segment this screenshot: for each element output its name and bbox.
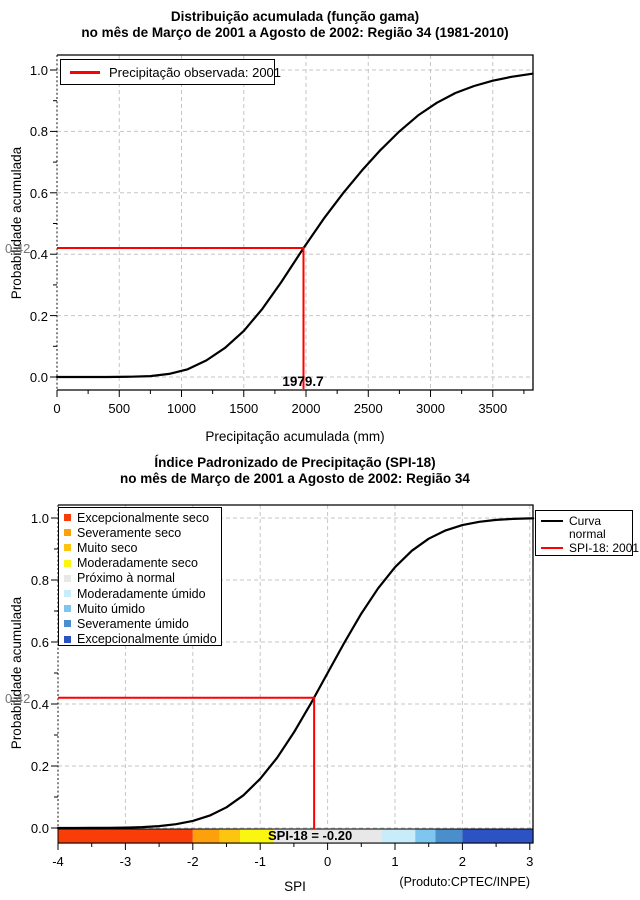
product-credit: (Produto:CPTEC/INPE) <box>399 875 530 889</box>
spi-curves-legend: Curva normal SPI-18: 2001 <box>535 510 639 556</box>
plot-frame <box>57 54 534 391</box>
observed-reference-line <box>57 247 305 389</box>
y-tick-label: 0.2 <box>30 759 49 774</box>
gamma-x-axis-title: Precipitação acumulada (mm) <box>205 429 385 444</box>
y-tick-label: 0.8 <box>29 124 48 140</box>
y-tick-label: 1.0 <box>29 63 48 78</box>
category-swatch <box>64 544 71 552</box>
x-tick-label: 3 <box>526 854 534 869</box>
legend-item: Excepcionalmente úmido <box>59 632 221 647</box>
x-tick-label: 1 <box>391 854 399 869</box>
spi-plot-title: Índice Padronizado de Precipitação (SPI-… <box>154 455 436 470</box>
spi-colorbar-segment <box>192 829 220 843</box>
category-swatch <box>64 514 71 522</box>
spi-colorbar-segment <box>435 829 463 843</box>
y-tick-label: 0.0 <box>30 821 49 836</box>
category-swatch <box>64 559 71 567</box>
category-label: Excepcionalmente úmido <box>77 632 217 647</box>
category-label: Muito úmido <box>77 601 146 616</box>
x-tick-label: -4 <box>52 854 64 869</box>
legend-spacer <box>541 533 563 535</box>
category-label: Muito seco <box>77 540 138 555</box>
x-tick-label: -3 <box>119 854 132 869</box>
legend-item: Curva <box>536 514 632 528</box>
legend-item: Severamente úmido <box>59 616 221 631</box>
category-swatch <box>64 635 71 643</box>
y-tick-label: 0.0 <box>29 370 48 385</box>
category-swatch <box>64 574 71 582</box>
category-label: Severamente seco <box>77 525 182 540</box>
observed-precipitation-line-sample <box>70 70 100 74</box>
category-label: Severamente úmido <box>77 616 189 631</box>
curve-legend-label: normal <box>569 527 606 542</box>
spi-colorbar-segment <box>415 829 436 843</box>
x-tick-label: 1500 <box>229 401 259 416</box>
spi-colorbar-segment <box>58 829 193 843</box>
x-tick-label: 500 <box>108 401 131 416</box>
x-tick-label: 1000 <box>167 401 196 416</box>
x-tick-label: -2 <box>187 854 199 869</box>
category-label: Moderadamente úmido <box>77 586 206 601</box>
legend-item: Excepcionalmente seco <box>59 510 221 525</box>
category-swatch <box>64 605 71 613</box>
curve-legend-label: Curva <box>569 513 602 528</box>
x-tick-label: 0 <box>53 401 61 416</box>
category-swatch <box>64 620 71 628</box>
spi-colorbar-segment <box>273 829 382 843</box>
x-tick-label: 3000 <box>416 401 445 416</box>
gamma-y-axis-title: Probabilidade acumulada <box>9 146 24 300</box>
y-tick-label: 0.2 <box>29 308 48 324</box>
gamma-precipitation-annotation: 1979.7 <box>282 374 324 389</box>
legend-item: SPI-18: 2001 <box>536 541 639 555</box>
legend-item: Muito úmido <box>59 601 221 616</box>
x-tick-label: 0 <box>323 854 332 869</box>
y-tick-label: 0.4 <box>29 247 48 263</box>
spi-category-legend: Excepcionalmente seco Severamente seco Mui… <box>58 507 222 646</box>
spi-y-axis-title: Probabilidade acumulada <box>9 596 24 750</box>
gamma-plot-title: Distribuição acumulada (função gama) <box>170 9 420 24</box>
spi-colorbar-segment <box>239 829 274 843</box>
y-tick-label: 1.0 <box>30 511 49 526</box>
category-label: Excepcionalmente seco <box>77 510 210 525</box>
category-swatch <box>64 529 71 537</box>
x-tick-label: 2000 <box>291 401 321 416</box>
legend-item: Moderadamente úmido <box>59 586 221 601</box>
observed-precipitation-legend-label: Precipitação observada: 2001 <box>109 64 282 80</box>
spi-plot-subtitle: no mês de Março de 2001 a Agosto de 2002… <box>120 471 470 486</box>
curve-line-sample <box>541 546 563 549</box>
spi-value-annotation: SPI-18 = -0.20 <box>268 828 353 843</box>
spi-colorbar-segment <box>381 829 416 843</box>
legend-item: normal <box>536 527 632 542</box>
legend-item: Próximo à normal <box>59 571 221 586</box>
spi-colorbar-segment <box>219 829 240 843</box>
observed-reference-line <box>58 696 316 829</box>
cdf-curve <box>56 517 535 830</box>
category-label: Moderadamente seco <box>77 556 198 571</box>
spi-probability-annotation: 0.42 <box>5 691 31 706</box>
category-label: Próximo à normal <box>77 571 175 586</box>
y-tick-label: 0.4 <box>30 697 49 712</box>
spi-colorbar-border <box>57 828 534 844</box>
curve-line-sample <box>541 519 563 522</box>
x-tick-label: 2500 <box>353 401 383 416</box>
legend-item: Severamente seco <box>59 525 221 540</box>
curve-legend-label: SPI-18: 2001 <box>569 540 640 555</box>
cdf-curve <box>55 72 534 379</box>
y-tick-label: 0.6 <box>29 185 48 201</box>
x-tick-label: 2 <box>458 854 467 869</box>
spi-colorbar-segment <box>462 829 533 843</box>
x-tick-label: -1 <box>254 854 266 869</box>
category-swatch <box>64 590 71 598</box>
y-tick-label: 0.6 <box>30 635 49 650</box>
gamma-probability-annotation: 0.42 <box>5 241 31 256</box>
gamma-plot-subtitle: no mês de Março de 2001 a Agosto de 2002… <box>81 25 509 40</box>
gamma-plot-legend: Precipitação observada: 2001 <box>60 59 281 85</box>
legend-item: Moderadamente seco <box>59 556 221 571</box>
spi-x-axis-title: SPI <box>284 879 306 894</box>
legend-item: Muito seco <box>59 540 221 555</box>
x-tick-label: 3500 <box>478 401 508 416</box>
y-tick-label: 0.8 <box>30 573 49 588</box>
